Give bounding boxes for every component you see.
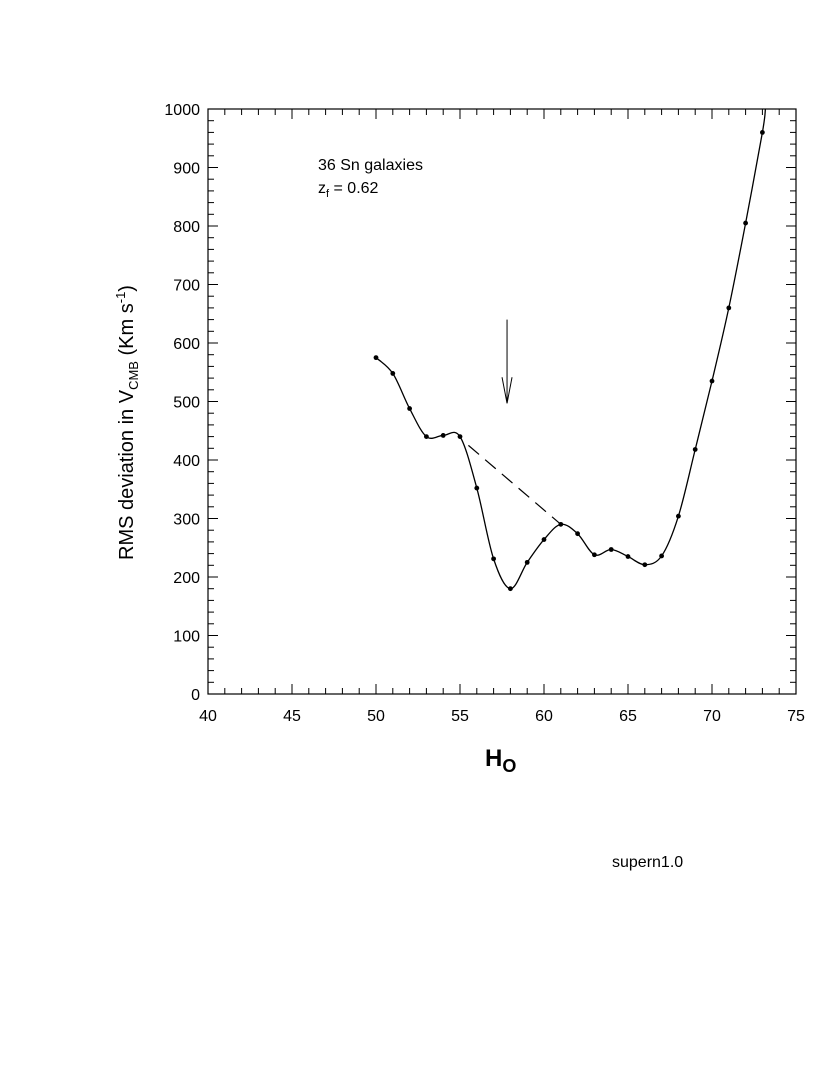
data-point <box>625 554 631 559</box>
data-point <box>524 559 530 565</box>
data-point <box>474 485 480 491</box>
x-tick-label: 75 <box>787 708 805 725</box>
x-tick-label: 50 <box>367 708 385 725</box>
data-point <box>508 586 513 592</box>
y-tick-label: 300 <box>173 512 200 529</box>
data-point <box>407 406 412 411</box>
data-point <box>743 220 748 226</box>
y-tick-label: 900 <box>173 161 200 178</box>
x-tick-label: 65 <box>619 708 637 725</box>
y-tick-label: 0 <box>191 687 200 704</box>
data-point <box>676 513 681 519</box>
arrow-head-right <box>506 377 513 404</box>
series-curve <box>375 108 767 590</box>
y-tick-label: 500 <box>173 395 200 412</box>
x-tick-label: 55 <box>451 708 469 725</box>
data-point <box>373 355 379 361</box>
x-tick-label: 60 <box>535 708 553 725</box>
footer-label: supern1.0 <box>612 854 684 871</box>
x-tick-label: 70 <box>703 708 721 725</box>
data-point <box>760 130 765 135</box>
y-tick-label: 100 <box>173 629 200 646</box>
data-point <box>592 552 597 558</box>
data-points <box>373 130 765 592</box>
y-tick-label: 800 <box>173 219 200 236</box>
annotation-line2: zf = 0.62 <box>318 180 379 200</box>
data-point <box>659 553 664 559</box>
dashed-line <box>468 444 562 525</box>
y-tick-label: 200 <box>173 570 200 587</box>
y-tick-label: 1000 <box>164 102 200 119</box>
axis-ticks <box>207 108 797 695</box>
y-tick-label: 600 <box>173 336 200 353</box>
data-point <box>541 537 547 542</box>
arrow-marker <box>501 319 513 404</box>
x-tick-label: 45 <box>283 708 301 725</box>
x-axis-title: HO <box>485 745 516 776</box>
data-point <box>390 371 396 376</box>
data-point <box>692 447 698 452</box>
data-point <box>457 434 463 439</box>
y-tick-label: 400 <box>173 453 200 470</box>
y-tick-label: 700 <box>173 278 200 295</box>
annotation-line1: 36 Sn galaxies <box>318 157 423 174</box>
tick-labels: 40 45 50 55 60 65 70 75 0 100 200 300 400 500 600 700 80… <box>164 102 805 725</box>
data-point <box>608 547 614 552</box>
y-axis-title: RMS deviation in VCMB (Km s-1) <box>113 285 141 560</box>
data-point <box>424 434 429 439</box>
arrow-head-left <box>501 377 508 404</box>
data-point <box>642 562 648 568</box>
data-point <box>726 305 732 311</box>
data-point <box>491 556 496 562</box>
plot-frame <box>207 108 797 695</box>
x-tick-label: 40 <box>199 708 217 725</box>
data-point <box>440 433 446 438</box>
data-point <box>575 531 580 537</box>
data-point <box>709 378 715 384</box>
